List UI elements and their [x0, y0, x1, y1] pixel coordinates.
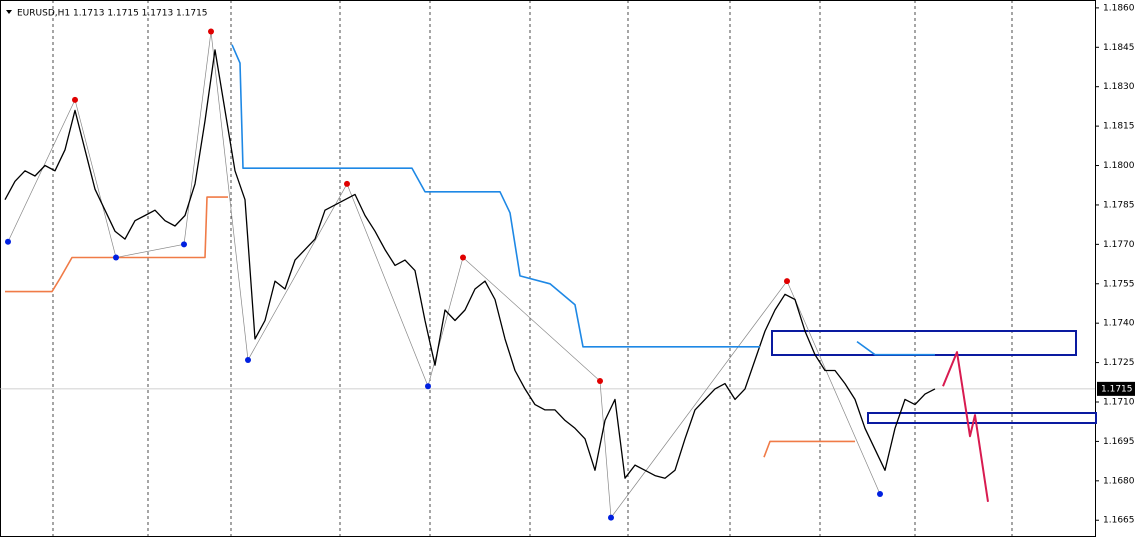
- y-tick-label: 1.1830: [1103, 82, 1135, 92]
- last-price-label: 1.1715: [1101, 384, 1133, 394]
- zone-box: [867, 412, 1097, 424]
- plot-frame: [0, 0, 1096, 537]
- chart-title: EURUSD,H1 1.1713 1.1715 1.1713 1.1715: [17, 9, 208, 19]
- y-tick-label: 1.1785: [1103, 200, 1135, 210]
- y-tick-label: 1.1755: [1103, 279, 1135, 289]
- pivot-point: [5, 238, 11, 245]
- y-tick-label: 1.1695: [1103, 437, 1135, 447]
- vertical-grid: [52, 0, 1013, 536]
- pivot-point: [784, 278, 790, 285]
- pivot-point: [608, 514, 614, 521]
- y-tick-label: 1.1740: [1103, 319, 1135, 329]
- y-tick-label: 1.1860: [1103, 3, 1135, 13]
- menu-arrow[interactable]: [6, 10, 12, 14]
- pivot-point: [425, 383, 431, 390]
- pivot-point: [72, 96, 78, 103]
- series-line: [5, 196, 855, 458]
- pivot-point: [113, 254, 119, 261]
- series-line: [231, 44, 935, 356]
- pivot-point: [597, 377, 603, 384]
- y-tick-label: 1.1680: [1103, 476, 1135, 486]
- y-tick-label: 1.1665: [1103, 516, 1135, 526]
- y-tick-label: 1.1725: [1103, 358, 1135, 368]
- y-tick-label: 1.1770: [1103, 240, 1135, 250]
- pivot-point: [344, 180, 350, 187]
- pivot-point: [877, 490, 883, 497]
- y-tick-label: 1.1845: [1103, 43, 1135, 53]
- y-tick-label: 1.1815: [1103, 122, 1135, 132]
- pivot-point: [208, 28, 214, 35]
- y-tick-label: 1.1710: [1103, 398, 1135, 408]
- last-price-box: [1097, 381, 1135, 396]
- y-tick-label: 1.1800: [1103, 161, 1135, 171]
- pivot-point: [181, 241, 187, 248]
- pivot-point: [245, 356, 251, 363]
- pivot-point: [460, 254, 466, 261]
- series-line: [4, 49, 936, 479]
- series-line: [942, 351, 989, 502]
